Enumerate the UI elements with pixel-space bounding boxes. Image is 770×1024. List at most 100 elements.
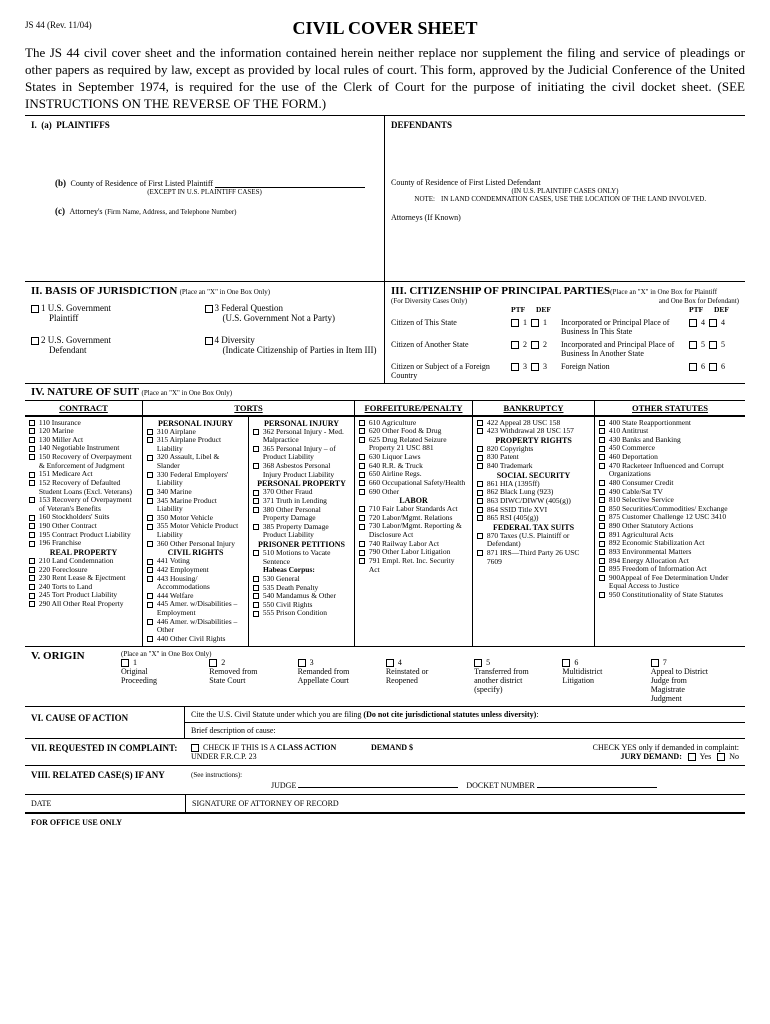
origin-checkbox-1[interactable] bbox=[121, 659, 129, 667]
nature-checkbox[interactable] bbox=[477, 515, 483, 521]
citizenship-def-checkbox[interactable] bbox=[709, 363, 717, 371]
nature-checkbox[interactable] bbox=[29, 480, 35, 486]
nature-checkbox[interactable] bbox=[29, 428, 35, 434]
nature-checkbox[interactable] bbox=[359, 515, 365, 521]
nature-checkbox[interactable] bbox=[253, 602, 259, 608]
jurisdiction-checkbox-1[interactable] bbox=[31, 305, 39, 313]
nature-checkbox[interactable] bbox=[599, 454, 605, 460]
nature-checkbox[interactable] bbox=[359, 524, 365, 530]
nature-checkbox[interactable] bbox=[599, 506, 605, 512]
nature-checkbox[interactable] bbox=[599, 446, 605, 452]
nature-checkbox[interactable] bbox=[29, 541, 35, 547]
nature-checkbox[interactable] bbox=[359, 472, 365, 478]
nature-checkbox[interactable] bbox=[29, 567, 35, 573]
nature-checkbox[interactable] bbox=[29, 454, 35, 460]
nature-checkbox[interactable] bbox=[599, 523, 605, 529]
nature-checkbox[interactable] bbox=[253, 490, 259, 496]
nature-checkbox[interactable] bbox=[253, 446, 259, 452]
nature-checkbox[interactable] bbox=[359, 480, 365, 486]
nature-checkbox[interactable] bbox=[29, 558, 35, 564]
nature-checkbox[interactable] bbox=[147, 619, 153, 625]
class-action-checkbox[interactable] bbox=[191, 744, 199, 752]
nature-checkbox[interactable] bbox=[599, 437, 605, 443]
nature-checkbox[interactable] bbox=[253, 593, 259, 599]
nature-checkbox[interactable] bbox=[29, 515, 35, 521]
nature-checkbox[interactable] bbox=[147, 437, 153, 443]
nature-checkbox[interactable] bbox=[147, 541, 153, 547]
citizenship-def-checkbox[interactable] bbox=[531, 363, 539, 371]
nature-checkbox[interactable] bbox=[29, 446, 35, 452]
origin-checkbox-6[interactable] bbox=[562, 659, 570, 667]
jury-no-checkbox[interactable] bbox=[717, 753, 725, 761]
nature-checkbox[interactable] bbox=[599, 497, 605, 503]
docket-input[interactable] bbox=[537, 779, 657, 788]
nature-checkbox[interactable] bbox=[477, 533, 483, 539]
nature-checkbox[interactable] bbox=[29, 575, 35, 581]
nature-checkbox[interactable] bbox=[599, 549, 605, 555]
nature-checkbox[interactable] bbox=[147, 559, 153, 565]
nature-checkbox[interactable] bbox=[359, 437, 365, 443]
nature-checkbox[interactable] bbox=[359, 541, 365, 547]
nature-checkbox[interactable] bbox=[477, 550, 483, 556]
nature-checkbox[interactable] bbox=[29, 472, 35, 478]
origin-checkbox-5[interactable] bbox=[474, 659, 482, 667]
citizenship-ptf-checkbox[interactable] bbox=[689, 363, 697, 371]
citizenship-def-checkbox[interactable] bbox=[531, 341, 539, 349]
nature-checkbox[interactable] bbox=[147, 636, 153, 642]
citizenship-def-checkbox[interactable] bbox=[709, 319, 717, 327]
nature-checkbox[interactable] bbox=[147, 567, 153, 573]
citizenship-ptf-checkbox[interactable] bbox=[511, 363, 519, 371]
nature-checkbox[interactable] bbox=[477, 490, 483, 496]
nature-checkbox[interactable] bbox=[477, 420, 483, 426]
nature-checkbox[interactable] bbox=[29, 584, 35, 590]
nature-checkbox[interactable] bbox=[359, 558, 365, 564]
nature-checkbox[interactable] bbox=[253, 576, 259, 582]
nature-checkbox[interactable] bbox=[477, 463, 483, 469]
judge-input[interactable] bbox=[298, 779, 458, 788]
nature-checkbox[interactable] bbox=[253, 429, 259, 435]
nature-checkbox[interactable] bbox=[29, 593, 35, 599]
nature-checkbox[interactable] bbox=[599, 463, 605, 469]
nature-checkbox[interactable] bbox=[359, 420, 365, 426]
nature-checkbox[interactable] bbox=[599, 489, 605, 495]
nature-checkbox[interactable] bbox=[359, 463, 365, 469]
nature-checkbox[interactable] bbox=[29, 523, 35, 529]
nature-checkbox[interactable] bbox=[147, 576, 153, 582]
nature-checkbox[interactable] bbox=[147, 524, 153, 530]
nature-checkbox[interactable] bbox=[359, 428, 365, 434]
nature-checkbox[interactable] bbox=[599, 592, 605, 598]
nature-checkbox[interactable] bbox=[477, 498, 483, 504]
nature-checkbox[interactable] bbox=[253, 550, 259, 556]
nature-checkbox[interactable] bbox=[29, 420, 35, 426]
nature-checkbox[interactable] bbox=[29, 601, 35, 607]
nature-checkbox[interactable] bbox=[147, 515, 153, 521]
citizenship-ptf-checkbox[interactable] bbox=[511, 341, 519, 349]
nature-checkbox[interactable] bbox=[359, 550, 365, 556]
nature-checkbox[interactable] bbox=[29, 437, 35, 443]
nature-checkbox[interactable] bbox=[599, 480, 605, 486]
nature-checkbox[interactable] bbox=[477, 481, 483, 487]
nature-checkbox[interactable] bbox=[29, 532, 35, 538]
nature-checkbox[interactable] bbox=[29, 497, 35, 503]
jurisdiction-checkbox-4[interactable] bbox=[205, 337, 213, 345]
nature-checkbox[interactable] bbox=[147, 593, 153, 599]
nature-checkbox[interactable] bbox=[599, 532, 605, 538]
nature-checkbox[interactable] bbox=[599, 541, 605, 547]
nature-checkbox[interactable] bbox=[147, 489, 153, 495]
origin-checkbox-2[interactable] bbox=[209, 659, 217, 667]
nature-checkbox[interactable] bbox=[477, 446, 483, 452]
nature-checkbox[interactable] bbox=[253, 585, 259, 591]
nature-checkbox[interactable] bbox=[147, 498, 153, 504]
jury-yes-checkbox[interactable] bbox=[688, 753, 696, 761]
nature-checkbox[interactable] bbox=[359, 489, 365, 495]
nature-checkbox[interactable] bbox=[147, 429, 153, 435]
nature-checkbox[interactable] bbox=[599, 428, 605, 434]
nature-checkbox[interactable] bbox=[253, 498, 259, 504]
citizenship-def-checkbox[interactable] bbox=[709, 341, 717, 349]
nature-checkbox[interactable] bbox=[599, 575, 605, 581]
nature-checkbox[interactable] bbox=[253, 611, 259, 617]
citizenship-ptf-checkbox[interactable] bbox=[511, 319, 519, 327]
citizenship-ptf-checkbox[interactable] bbox=[689, 341, 697, 349]
nature-checkbox[interactable] bbox=[253, 524, 259, 530]
nature-checkbox[interactable] bbox=[147, 472, 153, 478]
